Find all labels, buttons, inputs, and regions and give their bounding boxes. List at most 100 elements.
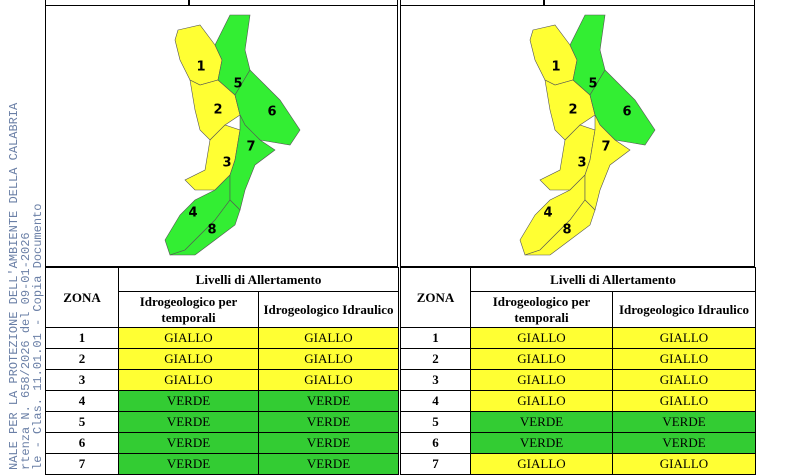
zone-area [229,114,276,211]
level-cell: GIALLO [612,369,756,391]
zone-cell: 4 [400,390,471,412]
zona-header: ZONA [400,267,471,328]
zona-header: ZONA [45,267,119,328]
zone-cell: 6 [400,432,471,454]
level-cell: GIALLO [118,348,259,370]
zone-label: 6 [622,105,631,120]
zone-cell: 7 [45,453,119,475]
zone-row: 3 GIALLO GIALLO [400,369,756,391]
zone-area [189,79,241,141]
level-cell: GIALLO [612,348,756,370]
zone-label: 6 [267,105,276,120]
level-cell: VERDE [118,432,259,454]
zone-row: 6 VERDE VERDE [45,432,399,454]
zone-label: 4 [543,206,552,221]
level-cell: VERDE [258,390,399,412]
zone-cell: 5 [400,411,471,433]
zone-row: 2 GIALLO GIALLO [45,348,399,370]
zone-row: 5 VERDE VERDE [45,411,399,433]
level-cell: VERDE [118,411,259,433]
header-row: ZONA Livelli di Allertamento [400,267,756,328]
zone-area [529,24,578,86]
group-header: Livelli di Allertamento [470,267,756,292]
level-cell: GIALLO [118,327,259,349]
level-cell: GIALLO [258,369,399,391]
zone-cell: 3 [45,369,119,391]
col-header: Idrogeologico per temporali [470,291,613,328]
level-cell: GIALLO [470,453,613,475]
zone-area [174,24,223,86]
level-cell: VERDE [612,432,756,454]
zone-row: 1 GIALLO GIALLO [45,327,399,349]
map-box [45,5,398,267]
zone-cell: 6 [45,432,119,454]
level-cell: VERDE [258,411,399,433]
subheader-row: Idrogeologico per temporali Idrogeologico… [46,291,399,328]
zone-label: 5 [233,77,242,92]
header-row: ZONA Livelli di Allertamento [45,267,399,328]
map: 1 2 3 4 5 6 7 8 [519,14,656,256]
map: 1 2 3 4 5 6 7 8 [164,14,301,256]
level-cell: VERDE [470,432,613,454]
panel: 1 2 3 4 5 6 7 8 ZONA Livelli di Allertamento Idrog… [45,0,399,475]
zone-row: 7 GIALLO GIALLO [400,453,756,475]
zone-row: 2 GIALLO GIALLO [400,348,756,370]
zone-label: 1 [551,60,560,75]
map-box [400,5,755,267]
level-cell: VERDE [118,453,259,475]
zone-label: 8 [562,223,571,238]
zone-label: 2 [568,103,577,118]
level-cell: VERDE [118,390,259,412]
level-cell: GIALLO [612,327,756,349]
level-cell: GIALLO [612,453,756,475]
zone-row: 1 GIALLO GIALLO [400,327,756,349]
zone-cell: 3 [400,369,471,391]
level-cell: GIALLO [470,348,613,370]
zone-row: 6 VERDE VERDE [400,432,756,454]
level-cell: VERDE [258,453,399,475]
level-cell: VERDE [470,411,613,433]
zone-cell: 5 [45,411,119,433]
map-group: 1 2 3 4 5 6 7 8 [519,14,656,256]
zone-cell: 7 [400,453,471,475]
zone-row: 7 VERDE VERDE [45,453,399,475]
zone-area [584,114,631,211]
zone-row: 4 GIALLO GIALLO [400,390,756,412]
zone-label: 7 [246,140,255,155]
zone-cell: 2 [400,348,471,370]
map-group: 1 2 3 4 5 6 7 8 [164,14,301,256]
level-cell: VERDE [258,432,399,454]
col-header: Idrogeologico per temporali [118,291,259,328]
zone-label: 5 [588,77,597,92]
zone-cell: 2 [45,348,119,370]
level-cell: VERDE [612,411,756,433]
alert-table: ZONA Livelli di Allertamento Idrogeologico… [45,267,399,475]
zone-area [524,199,596,256]
alert-table: ZONA Livelli di Allertamento Idrogeologico… [400,267,756,475]
col-header: Idrogeologico Idraulico [612,291,756,328]
zone-row: 3 GIALLO GIALLO [45,369,399,391]
zone-label: 3 [222,156,231,171]
zone-label: 4 [188,206,197,221]
zone-area [169,199,241,256]
zone-label: 3 [577,156,586,171]
zone-cell: 1 [400,327,471,349]
subheader-row: Idrogeologico per temporali Idrogeologico… [401,291,756,328]
zone-cell: 1 [45,327,119,349]
col-header: Idrogeologico Idraulico [258,291,399,328]
level-cell: GIALLO [258,327,399,349]
level-cell: GIALLO [612,390,756,412]
side-text: le - Clas. 11.01.01 - Copia Documento [31,203,45,470]
level-cell: GIALLO [258,348,399,370]
panel: 1 2 3 4 5 6 7 8 ZONA Livelli di Allertamento Idrog… [400,0,756,475]
level-cell: GIALLO [470,327,613,349]
zone-label: 8 [207,223,216,238]
group-header: Livelli di Allertamento [118,267,399,292]
level-cell: GIALLO [470,369,613,391]
level-cell: GIALLO [470,390,613,412]
zone-label: 2 [213,103,222,118]
zone-label: 1 [196,60,205,75]
zone-label: 7 [601,140,610,155]
zone-row: 5 VERDE VERDE [400,411,756,433]
